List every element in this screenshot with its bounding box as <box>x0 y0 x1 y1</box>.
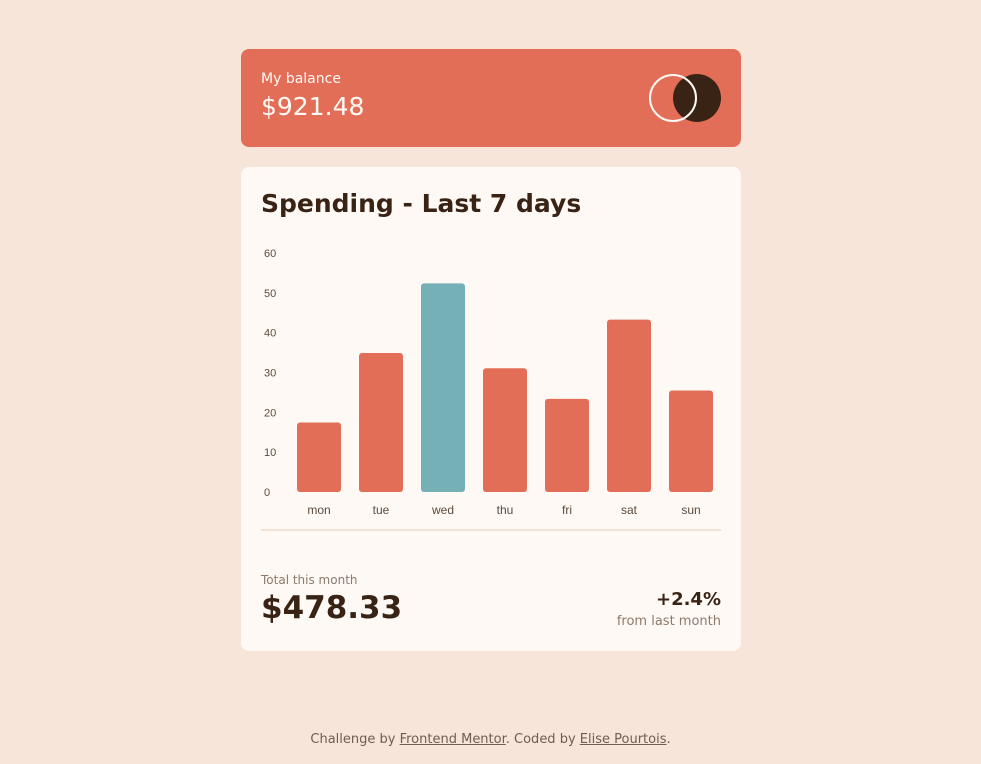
footer: Challenge by Frontend Mentor. Coded by E… <box>0 732 981 747</box>
bar-wed[interactable] <box>421 283 465 492</box>
y-tick-label: 50 <box>264 288 276 300</box>
total-label: Total this month <box>261 573 358 587</box>
bar-sun[interactable] <box>669 390 713 492</box>
divider <box>261 529 721 531</box>
bar-tue[interactable] <box>359 352 403 492</box>
x-tick-label: thu <box>497 503 514 517</box>
balance-label: My balance <box>261 71 341 87</box>
x-tick-label: fri <box>562 503 572 517</box>
change-label: from last month <box>616 614 721 629</box>
spending-card: Spending - Last 7 days 0 10 20 30 40 50 60 mon t… <box>241 167 741 651</box>
author-link[interactable]: Elise Pourtois <box>579 732 667 747</box>
bar-sat[interactable] <box>607 319 651 492</box>
spending-chart: 0 10 20 30 40 50 60 mon tue wed thu fri sat sun <box>264 248 713 517</box>
footer-suffix: . <box>666 732 671 747</box>
y-tick-label: 0 <box>264 487 270 499</box>
spending-title: Spending - Last 7 days <box>261 189 582 218</box>
x-tick-label: mon <box>307 503 330 517</box>
balance-amount: $921.48 <box>261 92 365 121</box>
change-percent: +2.4% <box>655 589 721 610</box>
balance-card: My balance $921.48 <box>241 49 741 147</box>
y-tick-label: 20 <box>264 407 276 419</box>
total-amount: $478.33 <box>261 590 403 626</box>
x-tick-label: wed <box>431 503 454 517</box>
x-tick-label: sun <box>681 503 700 517</box>
y-tick-label: 10 <box>264 447 276 459</box>
x-tick-label: tue <box>373 503 390 517</box>
y-tick-label: 60 <box>264 248 276 260</box>
x-tick-label: sat <box>621 503 638 517</box>
frontend-mentor-link[interactable]: Frontend Mentor <box>399 732 506 747</box>
logo-circles-icon <box>649 74 721 122</box>
bar-thu[interactable] <box>483 368 527 492</box>
bar-fri[interactable] <box>545 398 589 492</box>
footer-prefix: Challenge by <box>310 732 400 747</box>
bar-mon[interactable] <box>297 422 341 492</box>
footer-middle: . Coded by <box>505 732 580 747</box>
y-tick-label: 30 <box>264 368 276 380</box>
y-tick-label: 40 <box>264 328 276 340</box>
